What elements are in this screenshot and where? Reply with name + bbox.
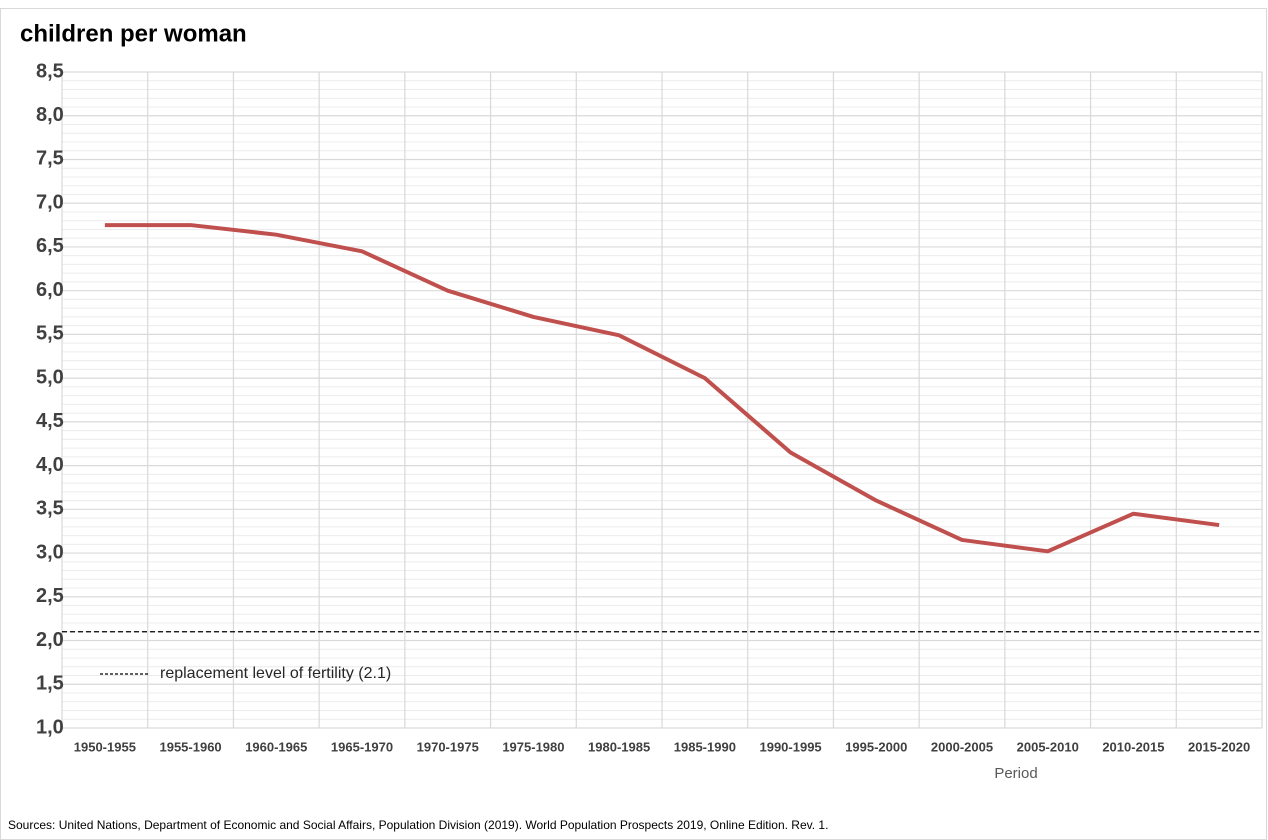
y-tick-label: 5,0 bbox=[36, 366, 64, 388]
y-tick-label: 7,0 bbox=[36, 191, 64, 213]
y-tick-label: 8,5 bbox=[36, 60, 64, 82]
chart-frame bbox=[0, 8, 1267, 840]
y-tick-label: 4,0 bbox=[36, 454, 64, 476]
x-tick-label: 1970-1975 bbox=[417, 739, 479, 754]
y-tick-label: 6,0 bbox=[36, 279, 64, 301]
y-tick-label: 4,5 bbox=[36, 410, 64, 432]
y-tick-label: 2,0 bbox=[36, 629, 64, 651]
y-tick-label: 6,5 bbox=[36, 235, 64, 257]
x-tick-label: 1990-1995 bbox=[759, 739, 821, 754]
y-tick-label: 7,5 bbox=[36, 148, 64, 170]
y-tick-label: 2,5 bbox=[36, 585, 64, 607]
x-axis-label: Period bbox=[994, 765, 1037, 782]
y-tick-label: 1,0 bbox=[36, 716, 64, 738]
x-tick-label: 1975-1980 bbox=[502, 739, 564, 754]
x-tick-label: 2005-2010 bbox=[1017, 739, 1079, 754]
source-note: Sources: United Nations, Department of E… bbox=[8, 818, 828, 832]
data-line bbox=[104, 223, 1220, 554]
x-tick-label: 1955-1960 bbox=[159, 739, 221, 754]
y-tick-label: 1,5 bbox=[36, 673, 64, 695]
x-tick-label: 2010-2015 bbox=[1102, 739, 1164, 754]
x-tick-label: 1960-1965 bbox=[245, 739, 307, 754]
x-tick-label: 1985-1990 bbox=[674, 739, 736, 754]
x-tick-label: 1980-1985 bbox=[588, 739, 650, 754]
chart-title: children per woman bbox=[20, 20, 247, 47]
x-tick-label: 2000-2005 bbox=[931, 739, 993, 754]
x-tick-label: 1995-2000 bbox=[845, 739, 907, 754]
legend-label: replacement level of fertility (2.1) bbox=[160, 665, 391, 682]
y-tick-label: 8,0 bbox=[36, 104, 64, 126]
x-tick-label: 2015-2020 bbox=[1188, 739, 1250, 754]
y-tick-label: 3,5 bbox=[36, 498, 64, 520]
x-tick-label: 1965-1970 bbox=[331, 739, 393, 754]
y-tick-label: 3,0 bbox=[36, 541, 64, 563]
marks: replacement level of fertility (2.1) bbox=[62, 223, 1262, 682]
y-tick-label: 5,5 bbox=[36, 323, 64, 345]
x-tick-label: 1950-1955 bbox=[74, 739, 136, 754]
